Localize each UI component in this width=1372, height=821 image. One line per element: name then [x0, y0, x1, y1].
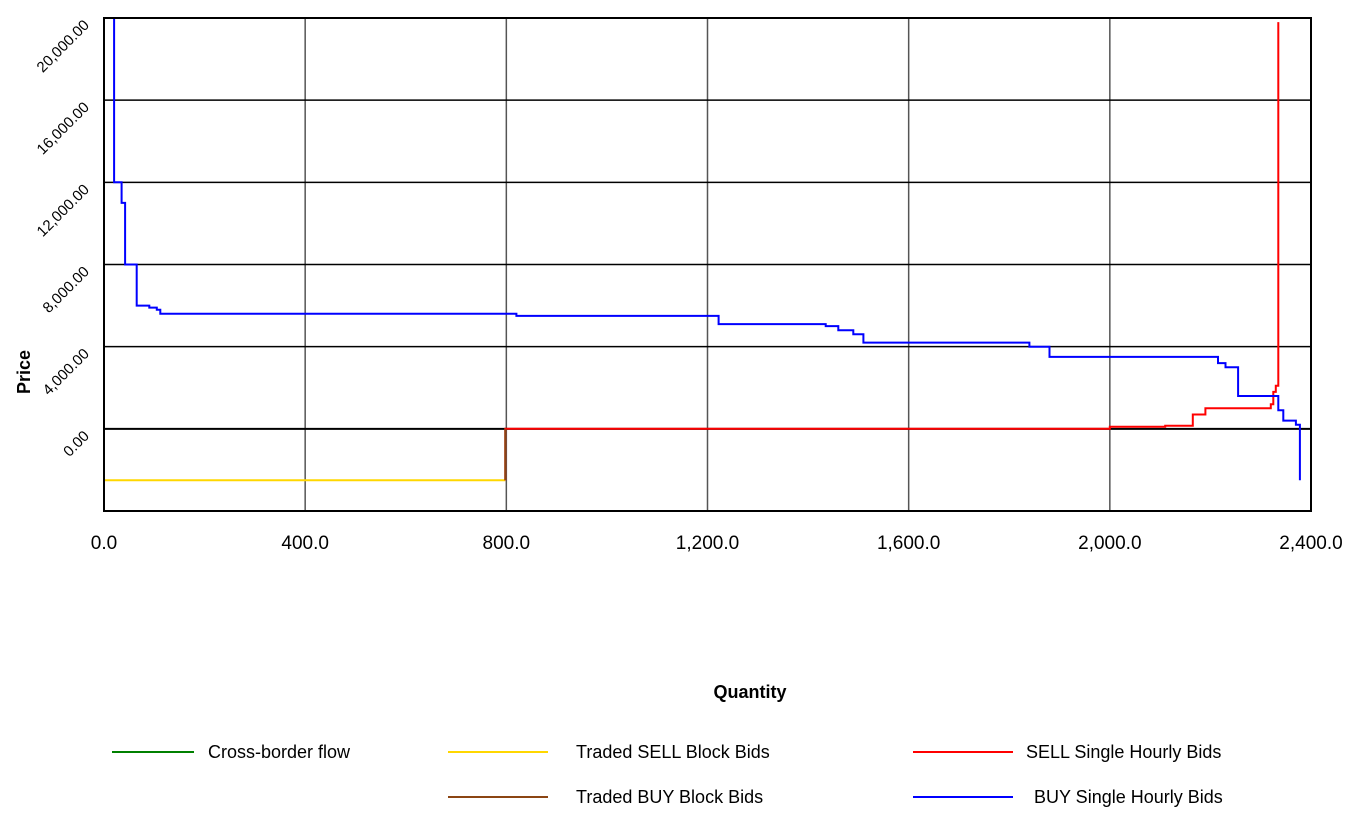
x-tick-label: 2,000.0	[1078, 533, 1141, 554]
plot-frame	[103, 17, 1312, 512]
legend-label: SELL Single Hourly Bids	[1026, 742, 1221, 762]
legend-label: BUY Single Hourly Bids	[1034, 787, 1223, 807]
series-lines	[104, 18, 1301, 482]
y-axis-ticks: 0.00 4,000.00 8,000.00 12,000.00 16,000.00 20…	[34, 17, 93, 461]
legend: Cross-border flow Traded SELL Block Bids S…	[112, 742, 1223, 807]
x-axis-title: Quantity	[713, 682, 786, 702]
legend-label: Traded SELL Block Bids	[576, 742, 770, 762]
x-tick-label: 400.0	[281, 533, 329, 554]
series-line-sell-single-hourly-bids	[504, 22, 1280, 481]
y-tick-label: 16,000.00	[34, 99, 93, 158]
grid	[103, 17, 1312, 511]
x-tick-label: 1,600.0	[877, 533, 940, 554]
x-tick-label: 800.0	[483, 533, 531, 554]
y-tick-label: 4,000.00	[40, 345, 93, 398]
y-tick-label: 12,000.00	[34, 181, 93, 240]
legend-label: Traded BUY Block Bids	[576, 787, 763, 807]
y-axis-title: Price	[14, 350, 34, 394]
y-tick-label: 0.00	[60, 428, 93, 461]
x-tick-label: 2,400.0	[1279, 533, 1342, 554]
series-line-buy-single-hourly-bids	[113, 18, 1301, 481]
x-tick-label: 0.0	[91, 533, 117, 554]
y-tick-label: 20,000.00	[34, 17, 93, 76]
x-axis-ticks: 0.0 400.0 800.0 1,200.0 1,600.0 2,000.0 2,400.…	[91, 533, 1343, 554]
legend-label: Cross-border flow	[208, 742, 351, 762]
y-tick-label: 8,000.00	[40, 263, 93, 316]
x-tick-label: 1,200.0	[676, 533, 739, 554]
